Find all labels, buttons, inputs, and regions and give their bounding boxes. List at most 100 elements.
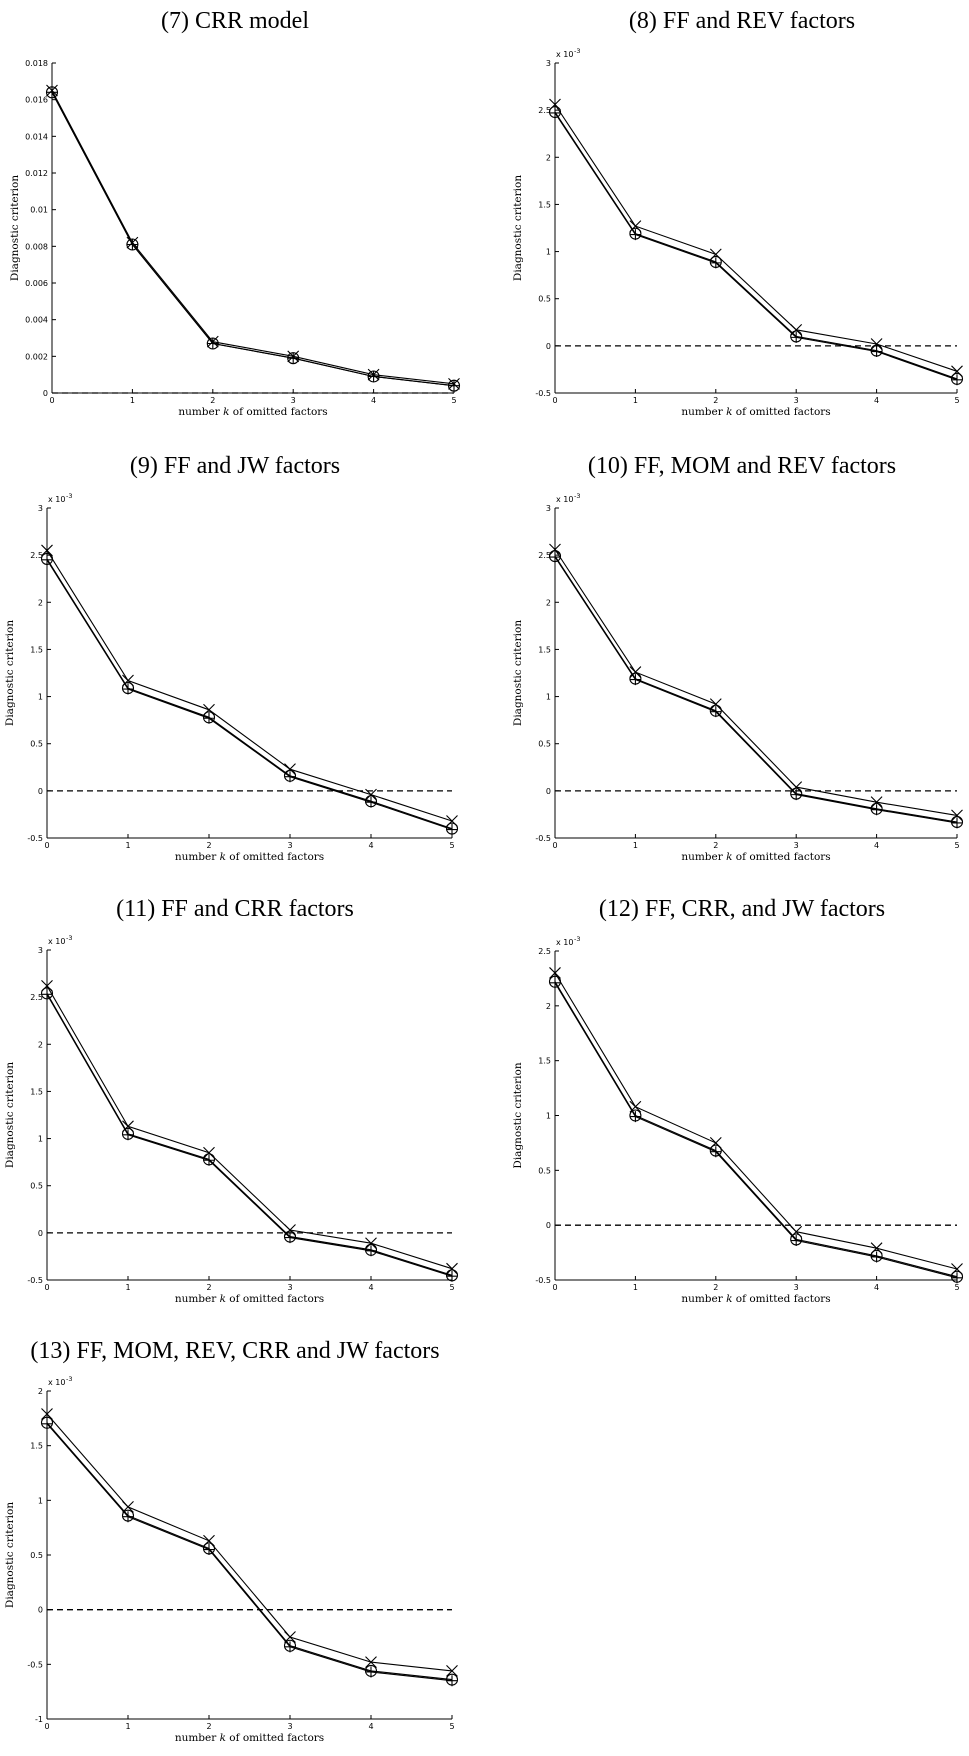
panel-title: (8) FF and REV factors (629, 8, 855, 34)
panel-2: (9) FF and JW factors-0.500.511.522.530 1… (4, 453, 459, 863)
exponent-power: -3 (66, 492, 72, 500)
y-axis-label: Diagnostic criterion (4, 1502, 16, 1608)
y-tick-label: 1 (38, 1135, 43, 1144)
y-tick-label: 0.5 (30, 1551, 43, 1560)
x-tick-label: 2 (206, 1283, 211, 1292)
series-line-x (554, 104, 958, 372)
y-tick-label: -1 (35, 1715, 43, 1724)
x-tick-label: 4 (368, 841, 373, 850)
y-tick-label: 3 (38, 946, 43, 955)
x-axis-label: number k of omitted factors (681, 851, 830, 863)
panel-title: (12) FF, CRR, and JW factors (599, 896, 885, 922)
plus-marker-1 (126, 239, 138, 250)
x-tick-label: 3 (287, 1722, 292, 1731)
plus-marker-0 (549, 977, 561, 989)
y-tick-label: 0 (546, 1221, 551, 1230)
plus-marker-0 (46, 86, 58, 98)
x-tick-label: 5 (954, 841, 959, 850)
plus-marker-1 (629, 674, 641, 686)
x-tick-label: 1 (125, 1722, 130, 1731)
x-tick-label: 4 (368, 1722, 373, 1731)
x-tick-label: 0 (44, 841, 49, 850)
plus-marker-2 (203, 1544, 215, 1556)
plus-marker-0 (41, 988, 53, 1000)
plus-marker-4 (365, 796, 377, 808)
y-tick-label: 1 (38, 693, 43, 702)
y-tick-label: 2 (546, 598, 551, 607)
exponent-power: -3 (66, 1375, 72, 1383)
plus-marker-4 (368, 371, 380, 382)
y-tick-label: 0.002 (25, 352, 48, 361)
plus-marker-1 (122, 1511, 134, 1523)
y-tick-label: 2.5 (30, 551, 43, 560)
x-tick-label: 1 (633, 841, 638, 850)
exponent-label: x 10 (556, 938, 573, 947)
plus-marker-1 (629, 229, 641, 241)
x-axis-label: number k of omitted factors (681, 406, 830, 418)
panel-title: (13) FF, MOM, REV, CRR and JW factors (30, 1338, 439, 1364)
x-tick-label: 0 (552, 396, 557, 405)
y-tick-label: 2 (546, 1002, 551, 1011)
plus-marker-2 (203, 712, 215, 724)
x-tick-label: 0 (44, 1283, 49, 1292)
x-marker-5 (951, 809, 963, 822)
y-axis-label: Diagnostic criterion (4, 1062, 16, 1168)
y-axis-label: Diagnostic criterion (4, 620, 16, 726)
plus-marker-3 (790, 1235, 802, 1247)
y-tick-label: 2 (38, 598, 43, 607)
x-tick-label: 1 (125, 841, 130, 850)
x-marker-5 (446, 1665, 458, 1677)
exponent-label: x 10 (48, 495, 65, 504)
y-tick-label: 0.004 (25, 316, 48, 325)
panel-title: (9) FF and JW factors (130, 453, 340, 479)
series-line-x (46, 985, 453, 1270)
series-line-x (46, 1413, 453, 1672)
y-tick-label: 1.5 (30, 1087, 43, 1096)
exponent-label: x 10 (48, 937, 65, 946)
panel-3: (10) FF, MOM and REV factors-0.500.511.5… (512, 453, 964, 863)
y-axis-label: Diagnostic criterion (512, 1062, 524, 1168)
plus-marker-1 (629, 1111, 641, 1123)
y-tick-label: 2.5 (538, 106, 551, 115)
y-tick-label: 0.01 (30, 206, 48, 215)
y-tick-label: 0 (546, 787, 551, 796)
y-tick-label: 2.5 (30, 993, 43, 1002)
x-marker-4 (365, 1237, 377, 1250)
series-line-+ (46, 994, 453, 1277)
panel-1: (8) FF and REV factors-0.500.511.522.530… (512, 8, 964, 418)
series-line-+ (46, 559, 453, 831)
x-tick-label: 2 (713, 396, 718, 405)
x-tick-label: 5 (449, 1283, 454, 1292)
y-tick-label: 0.5 (538, 740, 551, 749)
y-axis-label: Diagnostic criterion (9, 175, 21, 281)
series-line-o (554, 555, 958, 823)
y-tick-label: 1 (546, 1112, 551, 1121)
plus-marker-4 (871, 804, 883, 816)
exponent-power: -3 (66, 934, 72, 942)
panel-title: (7) CRR model (161, 8, 309, 34)
exponent-power: -3 (574, 935, 580, 943)
x-tick-label: 1 (130, 396, 135, 405)
plus-marker-1 (122, 683, 134, 695)
y-tick-label: 0.014 (25, 132, 48, 141)
y-tick-label: 2 (38, 1040, 43, 1049)
plus-marker-5 (446, 1675, 458, 1687)
x-tick-label: 3 (287, 841, 292, 850)
y-tick-label: 1 (546, 693, 551, 702)
y-tick-label: 1.5 (30, 645, 43, 654)
y-tick-label: 1 (38, 1496, 43, 1505)
plus-marker-0 (549, 551, 561, 563)
y-tick-label: 2.5 (538, 551, 551, 560)
y-tick-label: 0 (38, 1606, 43, 1615)
x-marker-0 (549, 543, 561, 556)
y-tick-label: 0 (546, 342, 551, 351)
plus-marker-4 (871, 346, 883, 358)
plus-marker-4 (871, 1251, 883, 1263)
x-tick-label: 2 (206, 841, 211, 850)
x-tick-label: 2 (713, 1283, 718, 1292)
y-tick-label: 1.5 (538, 200, 551, 209)
exponent-power: -3 (574, 492, 580, 500)
y-tick-label: -0.5 (535, 1276, 551, 1285)
y-tick-label: 2 (38, 1387, 43, 1396)
panel-title: (10) FF, MOM and REV factors (588, 453, 896, 479)
